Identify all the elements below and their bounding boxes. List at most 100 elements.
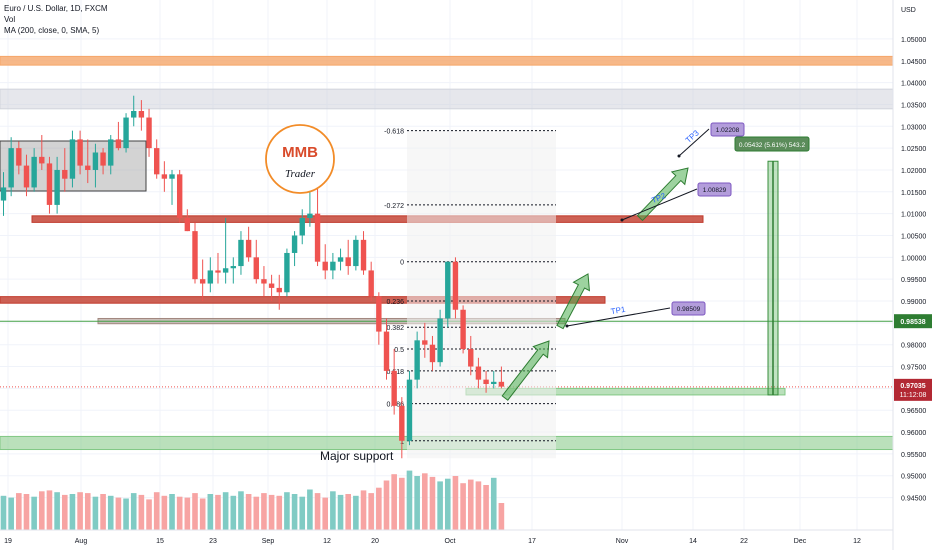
chart-legend: Euro / U.S. Dollar, 1D, FXCM Vol MA (200… bbox=[4, 3, 108, 36]
x-tick-label: 23 bbox=[209, 538, 217, 545]
volume-bar bbox=[299, 496, 306, 530]
y-tick-label: 0.96500 bbox=[901, 408, 926, 415]
volume-bar bbox=[169, 494, 175, 530]
target-pointer bbox=[621, 188, 698, 221]
x-tick-label: 12 bbox=[853, 538, 861, 545]
candle-body bbox=[46, 163, 53, 205]
volume-bar bbox=[77, 492, 83, 530]
legend-symbol[interactable]: Euro / U.S. Dollar, 1D, FXCM bbox=[4, 4, 108, 13]
candle-body bbox=[154, 148, 160, 175]
volume-bar bbox=[215, 494, 221, 530]
volume-bar bbox=[138, 494, 145, 530]
candle-body bbox=[222, 268, 229, 273]
candle-body bbox=[437, 318, 443, 363]
last-price-text: 0.97035 bbox=[900, 383, 925, 390]
y-tick-label: 0.95500 bbox=[901, 452, 926, 459]
candle-body bbox=[268, 283, 275, 288]
candle-body bbox=[199, 279, 206, 284]
y-tick-label: 1.03500 bbox=[901, 102, 926, 109]
candle-body bbox=[85, 165, 91, 170]
candle-body bbox=[176, 174, 183, 219]
volume-bar bbox=[360, 490, 367, 530]
candle-body bbox=[360, 239, 367, 271]
volume-bar bbox=[406, 470, 413, 530]
x-tick-label: 19 bbox=[4, 538, 12, 545]
volume-bar bbox=[107, 495, 114, 530]
volume-bar bbox=[92, 496, 99, 530]
volume-bar bbox=[307, 489, 313, 530]
volume-bar bbox=[444, 478, 451, 530]
volume-bar bbox=[376, 487, 382, 530]
last-price-tag bbox=[894, 378, 932, 401]
candle-body bbox=[291, 235, 298, 253]
candle-body bbox=[230, 266, 236, 269]
target-pointer bbox=[566, 307, 671, 327]
candle-body bbox=[376, 296, 382, 332]
target-name-label: TP1 bbox=[610, 305, 627, 316]
candle-body bbox=[414, 340, 420, 380]
volume-bar bbox=[314, 493, 321, 530]
volume-bar bbox=[0, 495, 7, 530]
candle-body bbox=[123, 117, 129, 149]
target-value-text: 1.00829 bbox=[703, 187, 727, 194]
target-pointer bbox=[678, 128, 710, 157]
volume-bar bbox=[8, 497, 14, 530]
candle-body bbox=[391, 370, 397, 406]
volume-bar bbox=[276, 495, 283, 530]
volume-bar bbox=[422, 473, 428, 530]
volume-bar bbox=[268, 494, 275, 530]
volume-bar bbox=[437, 481, 443, 530]
mmb-logo: MMB Trader bbox=[265, 124, 335, 194]
y-tick-label: 0.98000 bbox=[901, 343, 926, 350]
volume-bar bbox=[483, 485, 489, 530]
x-tick-label: 17 bbox=[528, 538, 536, 545]
candle-body bbox=[161, 174, 168, 179]
candle-body bbox=[452, 261, 459, 310]
candle-body bbox=[31, 156, 37, 188]
candle-body bbox=[368, 270, 374, 297]
candle-body bbox=[215, 270, 221, 273]
volume-bar bbox=[153, 492, 160, 530]
y-tick-label: 0.94500 bbox=[901, 496, 926, 503]
y-tick-label: 0.99500 bbox=[901, 277, 926, 284]
candle-body bbox=[184, 218, 191, 232]
legend-ma[interactable]: MA (200, close, 0, SMA, 5) bbox=[4, 26, 100, 35]
major-support-label: Major support bbox=[320, 449, 394, 463]
x-tick-label: Aug bbox=[75, 538, 88, 545]
volume-bar bbox=[115, 497, 122, 530]
volume-bar bbox=[368, 493, 374, 530]
volume-bar bbox=[467, 479, 474, 530]
candle-body bbox=[245, 239, 252, 258]
candle-body bbox=[345, 257, 351, 267]
x-tick-label: 22 bbox=[740, 538, 748, 545]
volume-bar bbox=[460, 483, 466, 530]
candle-body bbox=[330, 261, 336, 271]
candle-body bbox=[77, 139, 83, 166]
x-tick-label: 12 bbox=[323, 538, 331, 545]
candle-body bbox=[238, 239, 244, 267]
zone-orange-resistance bbox=[0, 55, 894, 66]
candle-body bbox=[460, 309, 466, 350]
candle-body bbox=[314, 213, 321, 262]
volume-bar bbox=[176, 496, 183, 530]
candle-body bbox=[491, 381, 497, 385]
volume-bar bbox=[238, 491, 244, 530]
volume-bar bbox=[146, 499, 152, 530]
volume-bar bbox=[291, 494, 298, 530]
volume-bar bbox=[399, 477, 405, 530]
candle-body bbox=[475, 366, 482, 380]
candle-body bbox=[138, 110, 145, 118]
target-anchor-dot bbox=[677, 154, 681, 158]
volume-bar bbox=[123, 498, 129, 530]
fib-level-label: -0.272 bbox=[384, 203, 404, 210]
y-tick-label: 0.96000 bbox=[901, 430, 926, 437]
candle-body bbox=[406, 379, 413, 441]
volume-bar bbox=[245, 494, 252, 530]
volume-bar bbox=[253, 496, 260, 530]
candle-body bbox=[337, 257, 344, 262]
candle-body bbox=[422, 340, 428, 345]
candle-body bbox=[383, 331, 390, 371]
volume-bar bbox=[475, 481, 482, 530]
legend-volume[interactable]: Vol bbox=[4, 15, 16, 24]
